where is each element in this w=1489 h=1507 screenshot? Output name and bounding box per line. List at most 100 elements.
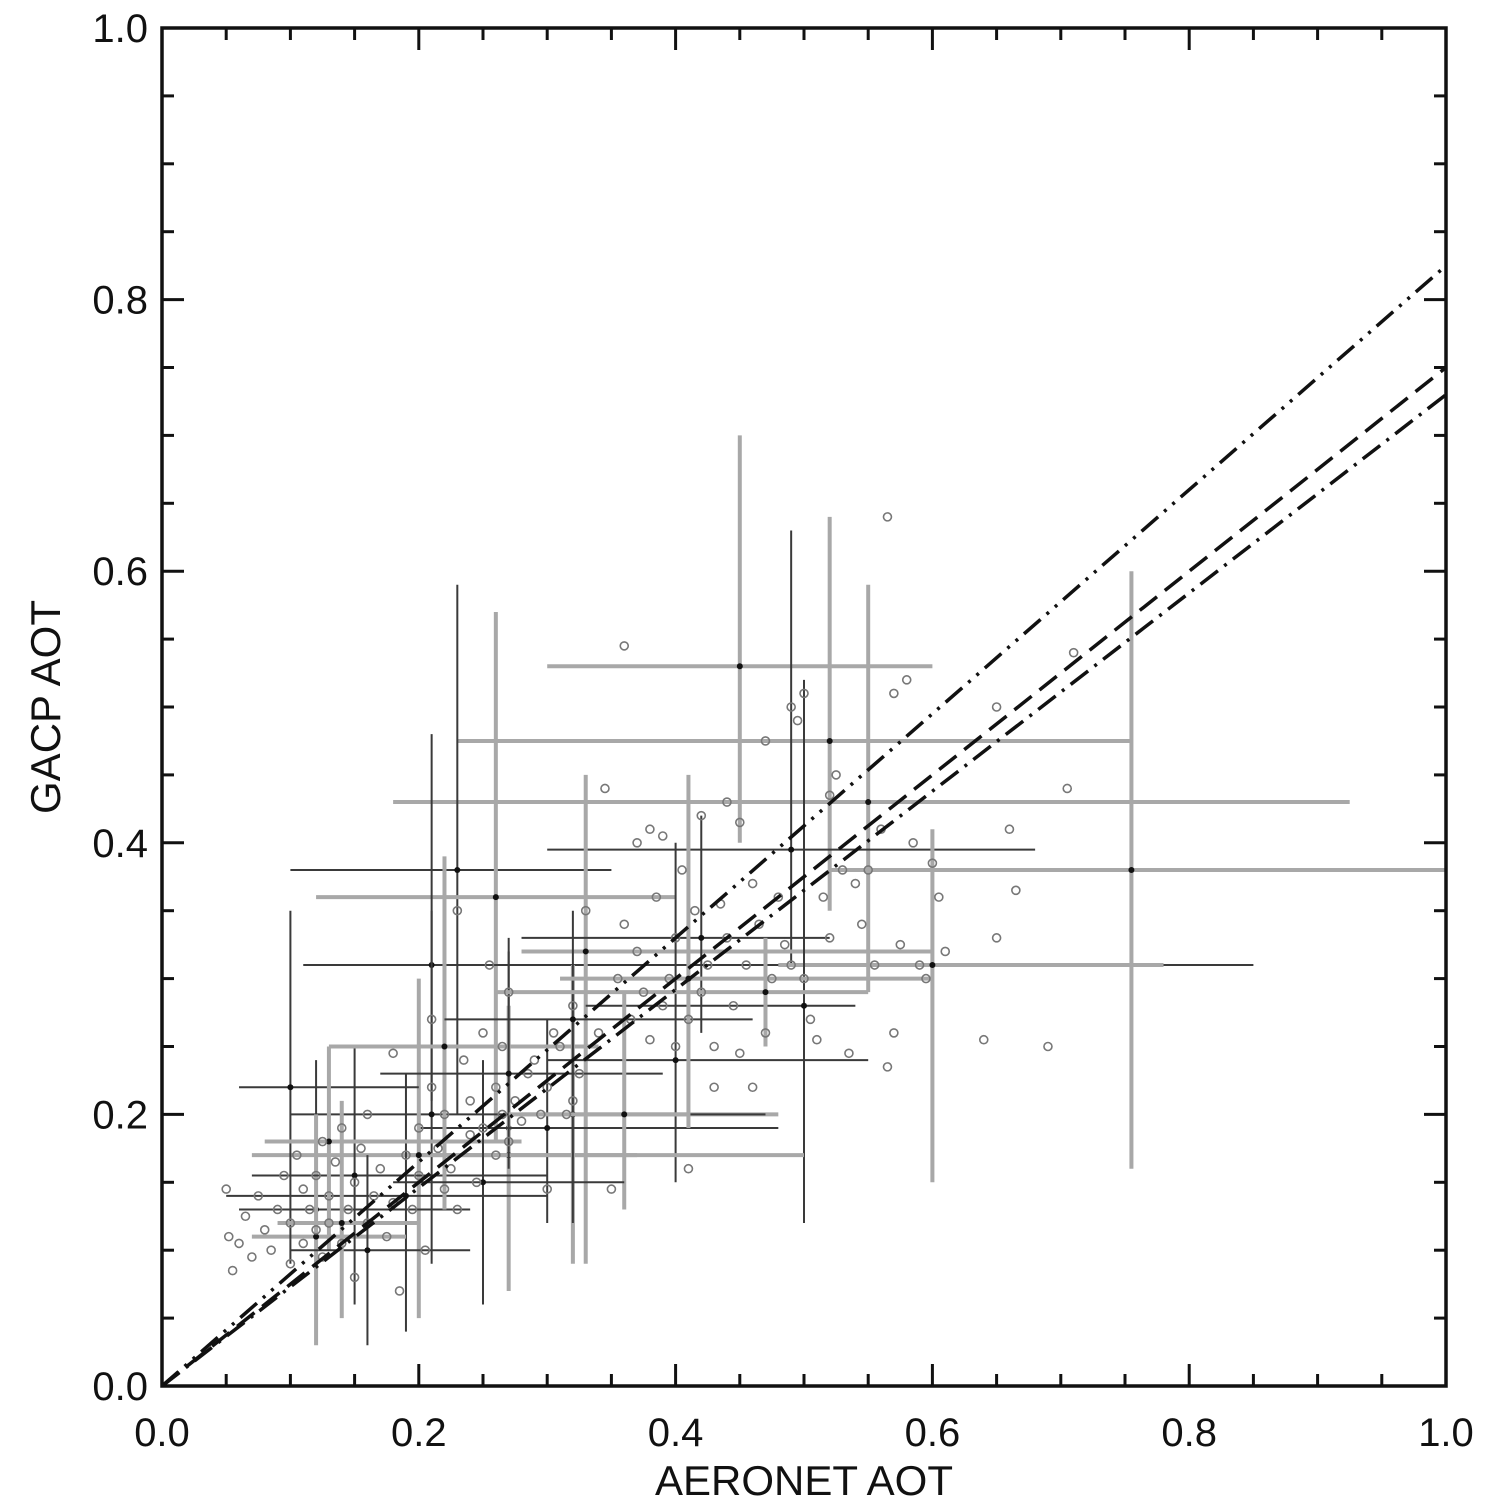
data-point <box>330 1157 341 1167</box>
data-point <box>786 960 796 970</box>
data-point <box>889 1028 899 1038</box>
data-point <box>401 1150 411 1160</box>
fit-line-dashed <box>160 366 1448 1388</box>
y-axis-title: GACP AOT <box>22 600 69 814</box>
data-point <box>413 1123 424 1133</box>
data-point <box>285 1258 296 1269</box>
data-point <box>619 641 630 651</box>
data-point <box>259 1225 270 1235</box>
x-tick-label: 0.2 <box>391 1411 447 1455</box>
error-bar-center <box>929 962 936 969</box>
data-point <box>223 1231 234 1242</box>
data-point <box>240 1211 251 1222</box>
reference-lines <box>160 264 1448 1388</box>
error-bar-center <box>287 1084 294 1091</box>
data-point <box>420 1245 431 1255</box>
error-bar-center <box>492 894 499 901</box>
data-point <box>388 1048 398 1059</box>
data-point <box>285 1218 296 1228</box>
data-point <box>734 1048 745 1059</box>
data-point <box>298 1238 309 1249</box>
data-point <box>632 946 642 957</box>
data-point <box>831 770 841 780</box>
data-point <box>253 1191 264 1201</box>
error-bar-center <box>480 1179 486 1186</box>
y-tick-label: 0.0 <box>92 1365 148 1409</box>
data-point <box>760 736 771 746</box>
y-tick-label: 0.2 <box>92 1093 148 1137</box>
data-point <box>850 878 861 889</box>
data-point <box>221 1184 231 1194</box>
error-bar-center <box>1128 866 1135 873</box>
error-bar-center <box>698 934 705 941</box>
data-point <box>407 1204 418 1215</box>
data-point <box>856 919 867 930</box>
data-point <box>1068 647 1079 658</box>
data-point <box>754 919 764 930</box>
data-point <box>632 837 642 848</box>
error-bar-center <box>672 1057 679 1064</box>
error-bar-center <box>762 989 769 996</box>
data-point <box>317 1136 328 1147</box>
data-point <box>580 905 591 916</box>
data-point <box>882 1062 893 1072</box>
data-point <box>247 1252 257 1262</box>
data-point <box>818 892 829 902</box>
data-point <box>568 1000 578 1011</box>
error-bar-center <box>505 1070 512 1077</box>
data-point <box>362 1109 373 1120</box>
error-bars <box>226 435 1446 1346</box>
data-point <box>799 973 809 984</box>
data-point <box>465 1129 475 1140</box>
error-bar-center <box>865 799 872 806</box>
data-point <box>452 905 463 916</box>
data-point <box>824 790 835 801</box>
data-point <box>311 1170 321 1181</box>
data-point <box>349 1272 360 1283</box>
data-point <box>991 702 1002 712</box>
x-tick-label: 0.4 <box>648 1411 704 1455</box>
data-point <box>805 1014 816 1025</box>
data-point <box>568 1096 578 1106</box>
data-point <box>439 1109 450 1120</box>
data-point <box>356 1143 366 1154</box>
data-point <box>844 1048 854 1059</box>
y-tick-label: 1.0 <box>92 7 148 51</box>
data-point <box>491 1150 501 1160</box>
data-point <box>298 1184 309 1194</box>
data-point <box>452 1204 463 1215</box>
data-point <box>343 1204 353 1215</box>
data-point <box>542 1082 553 1093</box>
x-tick-label: 0.0 <box>134 1411 190 1455</box>
error-bar-center <box>801 1002 807 1009</box>
x-axis-title: AERONET AOT <box>655 1457 953 1504</box>
data-point <box>812 1034 822 1045</box>
error-bar-center <box>544 1124 551 1131</box>
data-point <box>799 688 809 699</box>
data-point <box>613 973 623 984</box>
data-point <box>741 960 752 970</box>
data-point <box>503 987 514 997</box>
data-point <box>535 1109 546 1120</box>
data-point <box>914 960 925 970</box>
data-point <box>394 1286 405 1296</box>
data-point <box>786 702 796 712</box>
data-point <box>426 1082 437 1093</box>
tick-labels: 0.0 0.2 0.4 0.6 0.8 1.0 0.0 0.2 0.4 0.6 0.8 1.0 <box>92 7 1473 1455</box>
data-point <box>369 1191 379 1201</box>
data-point <box>683 1014 694 1025</box>
plot-frame <box>160 26 1448 1388</box>
data-point <box>696 810 707 821</box>
data-point <box>234 1238 244 1249</box>
data-point <box>349 1177 360 1188</box>
data-point <box>645 1034 655 1045</box>
data-point <box>484 960 495 970</box>
data-point <box>696 987 707 997</box>
data-point <box>292 1150 302 1160</box>
data-point <box>779 939 790 950</box>
data-point <box>709 1082 719 1093</box>
data-point <box>413 1170 424 1181</box>
data-point <box>683 1163 694 1174</box>
